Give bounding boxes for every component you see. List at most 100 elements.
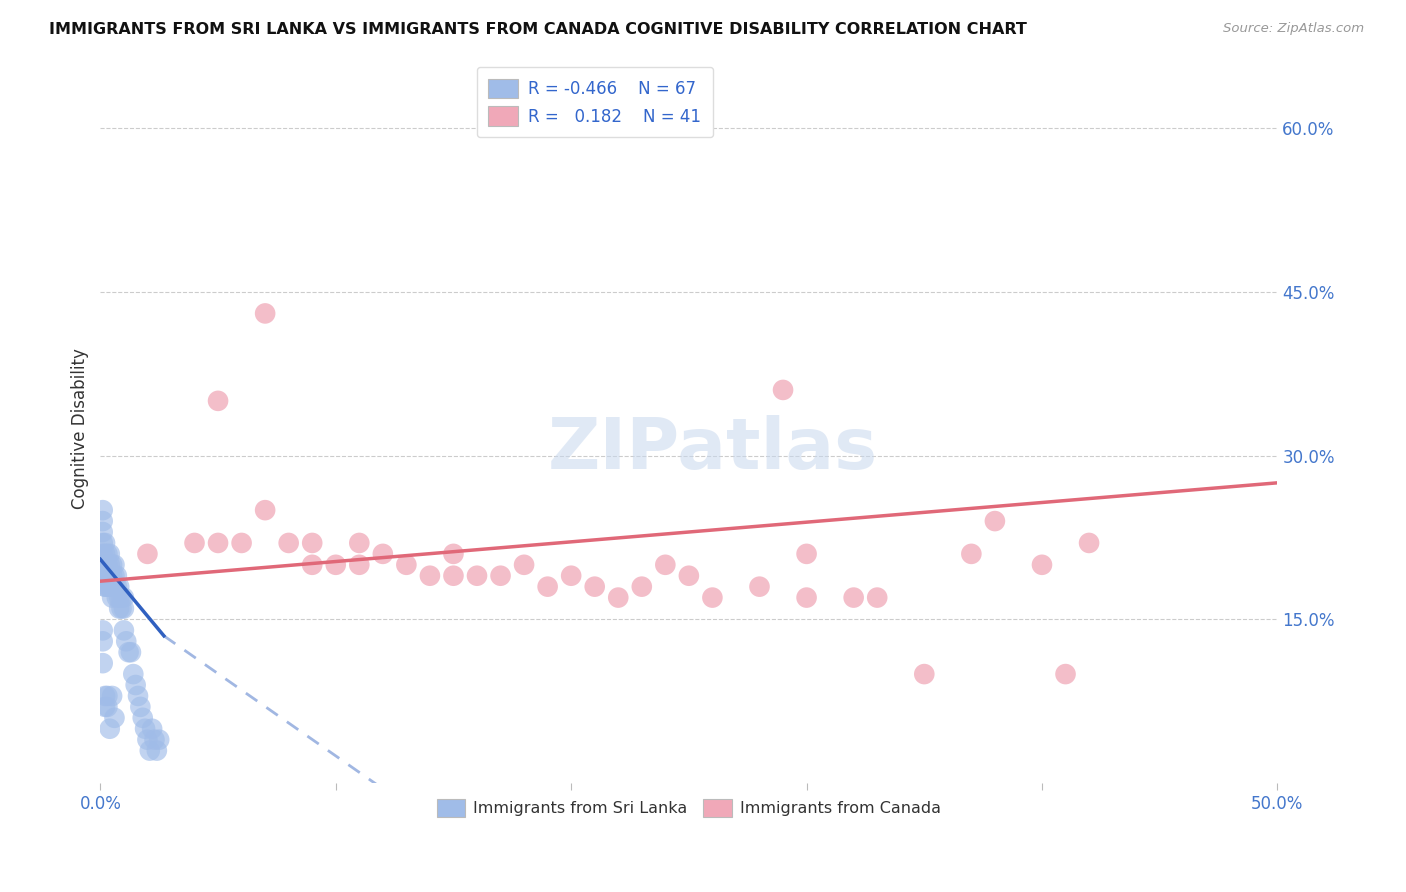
Point bbox=[91, 503, 114, 517]
Y-axis label: Cognitive Disability: Cognitive Disability bbox=[72, 348, 89, 508]
Point bbox=[129, 699, 152, 714]
Point bbox=[101, 689, 124, 703]
Point bbox=[127, 689, 149, 703]
Point bbox=[349, 558, 371, 572]
Point bbox=[96, 558, 118, 572]
Point bbox=[96, 580, 118, 594]
Point bbox=[134, 722, 156, 736]
Point bbox=[1078, 536, 1101, 550]
Point bbox=[101, 558, 124, 572]
Point bbox=[112, 624, 135, 638]
Text: ZIPatlas: ZIPatlas bbox=[547, 415, 877, 484]
Point bbox=[98, 580, 121, 594]
Point bbox=[105, 591, 128, 605]
Point bbox=[1054, 667, 1077, 681]
Point bbox=[96, 568, 118, 582]
Point bbox=[419, 568, 441, 582]
Legend: Immigrants from Sri Lanka, Immigrants from Canada: Immigrants from Sri Lanka, Immigrants fr… bbox=[429, 790, 949, 825]
Point bbox=[395, 558, 418, 572]
Point bbox=[91, 524, 114, 539]
Point bbox=[143, 732, 166, 747]
Point bbox=[1031, 558, 1053, 572]
Point bbox=[513, 558, 536, 572]
Point bbox=[101, 568, 124, 582]
Point bbox=[254, 306, 277, 320]
Point bbox=[120, 645, 142, 659]
Point bbox=[984, 514, 1007, 528]
Point bbox=[94, 536, 117, 550]
Point bbox=[583, 580, 606, 594]
Point bbox=[960, 547, 983, 561]
Point bbox=[112, 601, 135, 615]
Point bbox=[96, 699, 118, 714]
Point bbox=[103, 711, 125, 725]
Point bbox=[94, 689, 117, 703]
Point bbox=[560, 568, 582, 582]
Point bbox=[96, 558, 118, 572]
Point bbox=[796, 547, 818, 561]
Point bbox=[94, 699, 117, 714]
Point bbox=[443, 547, 465, 561]
Point bbox=[607, 591, 630, 605]
Point bbox=[98, 722, 121, 736]
Point bbox=[108, 591, 131, 605]
Point bbox=[96, 689, 118, 703]
Point bbox=[349, 536, 371, 550]
Point bbox=[91, 558, 114, 572]
Point bbox=[94, 547, 117, 561]
Text: IMMIGRANTS FROM SRI LANKA VS IMMIGRANTS FROM CANADA COGNITIVE DISABILITY CORRELA: IMMIGRANTS FROM SRI LANKA VS IMMIGRANTS … bbox=[49, 22, 1028, 37]
Point bbox=[842, 591, 865, 605]
Point bbox=[231, 536, 253, 550]
Point bbox=[108, 601, 131, 615]
Point bbox=[115, 634, 138, 648]
Point bbox=[136, 732, 159, 747]
Point bbox=[630, 580, 652, 594]
Point bbox=[98, 558, 121, 572]
Point bbox=[103, 568, 125, 582]
Point bbox=[465, 568, 488, 582]
Point bbox=[91, 514, 114, 528]
Text: Source: ZipAtlas.com: Source: ZipAtlas.com bbox=[1223, 22, 1364, 36]
Point bbox=[371, 547, 394, 561]
Point bbox=[101, 591, 124, 605]
Point bbox=[277, 536, 299, 550]
Point bbox=[912, 667, 935, 681]
Point bbox=[98, 547, 121, 561]
Point bbox=[108, 580, 131, 594]
Point bbox=[101, 580, 124, 594]
Point bbox=[301, 536, 323, 550]
Point bbox=[702, 591, 724, 605]
Point bbox=[112, 591, 135, 605]
Point bbox=[98, 568, 121, 582]
Point bbox=[443, 568, 465, 582]
Point bbox=[796, 591, 818, 605]
Point bbox=[124, 678, 146, 692]
Point bbox=[96, 568, 118, 582]
Point bbox=[91, 624, 114, 638]
Point bbox=[654, 558, 676, 572]
Point bbox=[866, 591, 889, 605]
Point bbox=[207, 393, 229, 408]
Point bbox=[98, 568, 121, 582]
Point bbox=[91, 634, 114, 648]
Point bbox=[103, 558, 125, 572]
Point bbox=[146, 743, 169, 757]
Point bbox=[772, 383, 794, 397]
Point bbox=[91, 547, 114, 561]
Point bbox=[94, 580, 117, 594]
Point bbox=[141, 722, 163, 736]
Point bbox=[139, 743, 162, 757]
Point bbox=[148, 732, 170, 747]
Point bbox=[96, 547, 118, 561]
Point bbox=[536, 580, 558, 594]
Point bbox=[110, 601, 132, 615]
Point bbox=[94, 580, 117, 594]
Point bbox=[122, 667, 145, 681]
Point bbox=[105, 580, 128, 594]
Point bbox=[91, 656, 114, 670]
Point bbox=[105, 568, 128, 582]
Point bbox=[94, 558, 117, 572]
Point bbox=[103, 580, 125, 594]
Point bbox=[117, 645, 139, 659]
Point bbox=[94, 568, 117, 582]
